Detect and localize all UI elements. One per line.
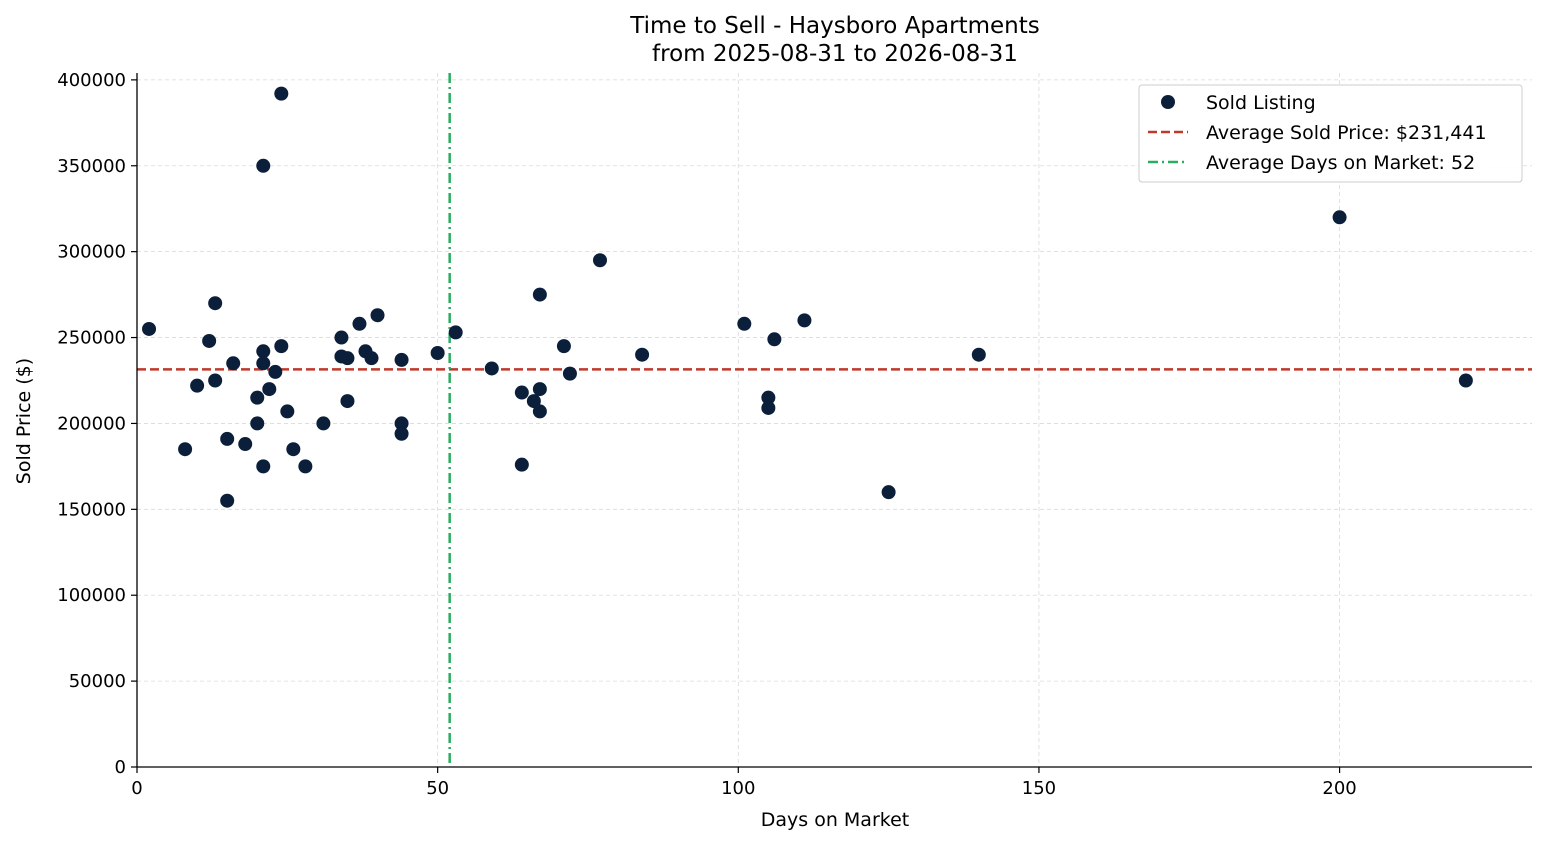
data-point (592, 253, 607, 268)
data-point (340, 394, 355, 409)
data-point (370, 308, 385, 323)
data-point (256, 344, 271, 359)
data-point (1458, 373, 1473, 388)
data-point (526, 394, 541, 409)
data-point (262, 382, 277, 397)
y-tick-label: 150000 (57, 499, 126, 520)
legend-box (1138, 84, 1523, 183)
data-point (208, 296, 223, 311)
data-point (767, 332, 782, 347)
x-tick-label: 100 (721, 778, 755, 799)
data-point (178, 442, 193, 457)
data-point (394, 416, 409, 431)
data-point (202, 333, 217, 348)
x-tick-label: 200 (1322, 778, 1356, 799)
reference-lines (137, 73, 1532, 767)
grid (137, 73, 1532, 767)
chart-subtitle: from 2025-08-31 to 2026-08-31 (652, 41, 1018, 67)
x-tick-label: 150 (1022, 778, 1056, 799)
x-tick-label: 50 (426, 778, 449, 799)
legend-label-avg-price: Average Sold Price: $231,441 (1206, 122, 1487, 144)
data-point (761, 400, 776, 415)
data-point (250, 416, 265, 431)
data-point (971, 347, 986, 362)
data-point (635, 347, 650, 362)
data-point (556, 339, 571, 354)
y-tick-label: 0 (115, 757, 126, 778)
data-point (334, 330, 349, 345)
axes (136, 73, 1532, 768)
data-point (881, 485, 896, 500)
chart-title: Time to Sell - Haysboro Apartments (629, 13, 1039, 39)
data-point (352, 316, 367, 331)
legend-marker-sold-listing (1161, 95, 1175, 109)
data-point (268, 364, 283, 379)
data-point (142, 321, 157, 336)
data-point (256, 459, 271, 474)
y-tick-label: 300000 (57, 242, 126, 263)
x-axis-title: Days on Market (761, 809, 909, 831)
data-point (274, 339, 289, 354)
x-axis-ticks: 0 50 100 150 200 (131, 767, 1357, 799)
data-point (797, 313, 812, 328)
data-point (208, 373, 223, 388)
data-point (514, 385, 529, 400)
data-point (562, 366, 577, 381)
data-point (514, 457, 529, 472)
data-point (448, 325, 463, 340)
y-tick-label: 400000 (57, 70, 126, 91)
data-point (532, 382, 547, 397)
x-tick-label: 0 (131, 778, 142, 799)
data-point (256, 158, 271, 173)
data-point (238, 437, 253, 452)
y-tick-label: 100000 (57, 585, 126, 606)
y-axis-ticks: 0 50000 100000 150000 200000 250000 300000 3500… (57, 70, 137, 778)
data-point (340, 351, 355, 366)
data-point (316, 416, 331, 431)
data-point (394, 352, 409, 367)
data-point (280, 404, 295, 419)
data-point (250, 390, 265, 405)
data-point (220, 431, 235, 446)
y-axis-title: Sold Price ($) (13, 358, 35, 484)
data-point (532, 404, 547, 419)
legend-label-avg-days: Average Days on Market: 52 (1206, 152, 1475, 174)
data-point (364, 351, 379, 366)
data-point (532, 287, 547, 302)
legend-label-sold-listing: Sold Listing (1206, 92, 1316, 114)
data-point (274, 86, 289, 101)
data-point (1332, 210, 1347, 225)
legend: Sold Listing Average Sold Price: $231,44… (1138, 84, 1523, 183)
data-point (761, 390, 776, 405)
data-point (226, 356, 241, 371)
y-tick-label: 250000 (57, 328, 126, 349)
data-points (142, 86, 1473, 508)
data-point (737, 316, 752, 331)
data-point (298, 459, 313, 474)
data-point (220, 493, 235, 508)
data-point (256, 356, 271, 371)
y-tick-label: 50000 (69, 671, 126, 692)
y-tick-label: 350000 (57, 156, 126, 177)
data-point (484, 361, 499, 376)
data-point (394, 426, 409, 441)
data-point (190, 378, 205, 393)
y-tick-label: 200000 (57, 413, 126, 434)
data-point (430, 346, 445, 361)
data-point (286, 442, 301, 457)
